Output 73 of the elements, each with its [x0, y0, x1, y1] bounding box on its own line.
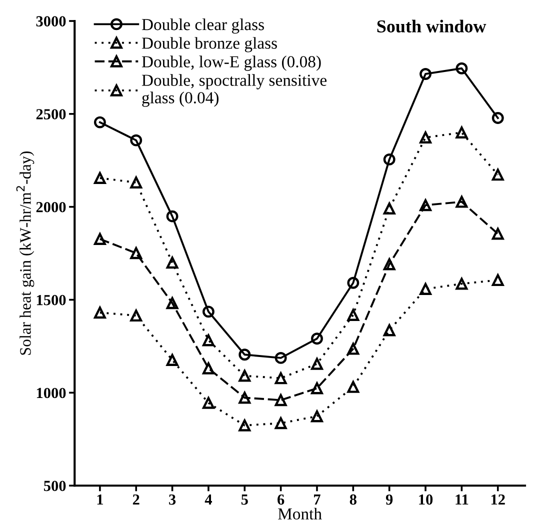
point — [94, 306, 106, 319]
point — [347, 276, 360, 289]
point — [311, 332, 323, 345]
x-tick-label: 12 — [491, 494, 505, 505]
x-tick-label: 6 — [278, 494, 284, 505]
point — [456, 62, 468, 74]
point — [274, 372, 287, 384]
point — [311, 410, 323, 422]
point — [420, 283, 432, 295]
point — [383, 153, 396, 166]
point — [202, 362, 214, 374]
x-tick-label: 3 — [169, 494, 176, 505]
point — [238, 419, 251, 432]
x-tick-label: 1 — [97, 494, 103, 505]
point — [274, 417, 287, 430]
point — [456, 196, 468, 208]
y-tick-label: 2500 — [36, 109, 66, 120]
point — [347, 309, 360, 321]
x-tick-label: 4 — [204, 494, 212, 505]
x-tick-label: 10 — [419, 494, 433, 505]
point — [202, 334, 214, 346]
point — [166, 354, 178, 366]
legend-label: Double bronze glass — [142, 37, 277, 52]
point — [456, 126, 468, 138]
point — [420, 132, 432, 144]
legend-label: Double, spoctrally sensitive glass (0.04) — [142, 74, 326, 107]
y-tick-label: 3000 — [36, 16, 66, 26]
point — [166, 297, 178, 310]
point — [492, 228, 504, 240]
point — [274, 394, 287, 406]
point — [130, 134, 142, 146]
point — [311, 382, 323, 394]
point — [383, 258, 396, 270]
point — [94, 116, 106, 128]
point — [238, 348, 251, 361]
point — [130, 176, 142, 188]
point — [94, 233, 106, 245]
x-tick-label: 5 — [241, 494, 248, 505]
point — [420, 199, 432, 212]
point — [420, 68, 432, 80]
point — [130, 310, 142, 322]
point — [202, 306, 214, 318]
point — [130, 247, 142, 260]
x-tick-label: 8 — [350, 494, 356, 505]
y-tick-label: 500 — [44, 480, 66, 492]
x-tick-label: 9 — [386, 494, 393, 505]
point — [166, 256, 178, 269]
point — [274, 352, 287, 364]
point — [166, 210, 178, 222]
point — [383, 202, 396, 214]
point — [347, 380, 360, 393]
legend-label: Double clear glass — [142, 18, 264, 34]
y-axis-title: Solar heat gain (kW-hr/m$^{2}$-day) — [16, 151, 34, 355]
x-tick-label: 11 — [456, 494, 468, 505]
point — [347, 342, 360, 355]
x-tick-label: 7 — [314, 494, 320, 505]
point — [492, 168, 504, 181]
point — [311, 358, 323, 370]
point — [492, 112, 504, 124]
legend-label: Double, low-E glass (0.08) — [142, 56, 321, 71]
point — [383, 324, 396, 336]
point — [492, 274, 504, 286]
point — [238, 392, 251, 404]
x-axis-title: Month — [278, 508, 322, 520]
annotation: South window — [377, 20, 486, 33]
point — [456, 278, 468, 290]
y-tick-label: 2000 — [36, 202, 66, 212]
point — [94, 172, 106, 184]
point — [202, 396, 214, 409]
y-tick-label: 1000 — [36, 388, 66, 398]
x-tick-label: 2 — [132, 494, 140, 505]
y-tick-label: 1500 — [36, 294, 66, 306]
point — [238, 370, 251, 382]
